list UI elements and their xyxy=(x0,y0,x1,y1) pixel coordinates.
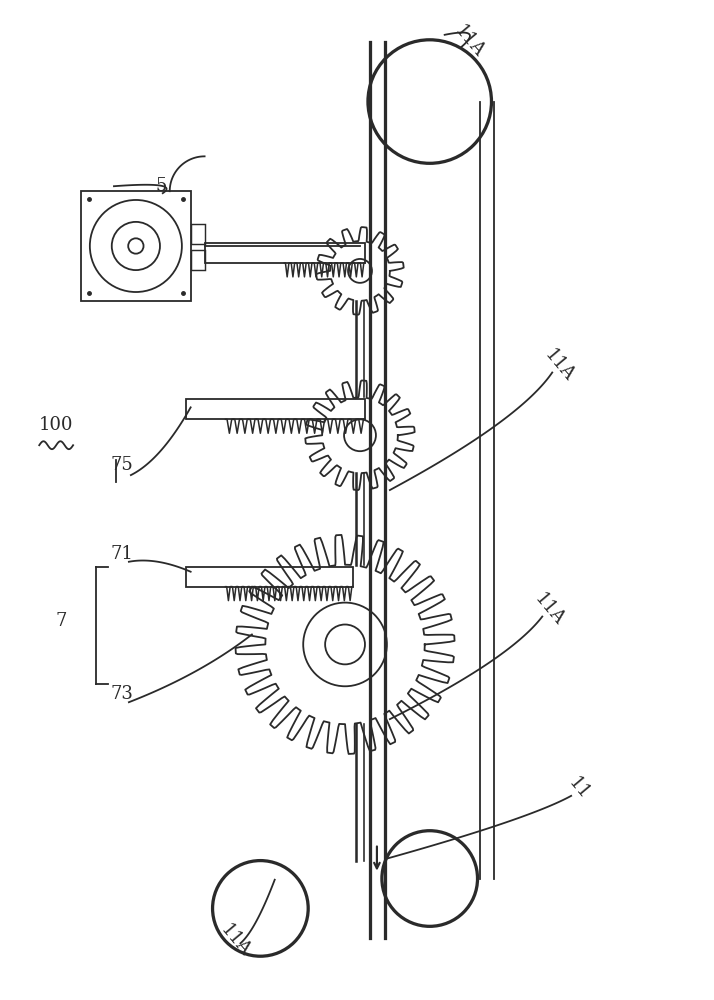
Text: 11A: 11A xyxy=(451,22,488,61)
Text: 5: 5 xyxy=(156,177,167,195)
Text: 11A: 11A xyxy=(540,346,578,385)
Text: 100: 100 xyxy=(39,416,74,434)
Text: 11A: 11A xyxy=(531,590,568,629)
Text: 75: 75 xyxy=(111,456,134,474)
Bar xyxy=(186,399,365,419)
Text: 71: 71 xyxy=(111,545,134,563)
Bar xyxy=(186,567,353,587)
Bar xyxy=(191,250,205,270)
Text: 7: 7 xyxy=(56,612,67,630)
Bar xyxy=(81,191,191,301)
Text: 73: 73 xyxy=(111,685,134,703)
Bar xyxy=(205,243,365,263)
Text: 11A: 11A xyxy=(217,921,254,960)
Bar xyxy=(191,224,205,244)
Text: 11: 11 xyxy=(565,774,593,803)
